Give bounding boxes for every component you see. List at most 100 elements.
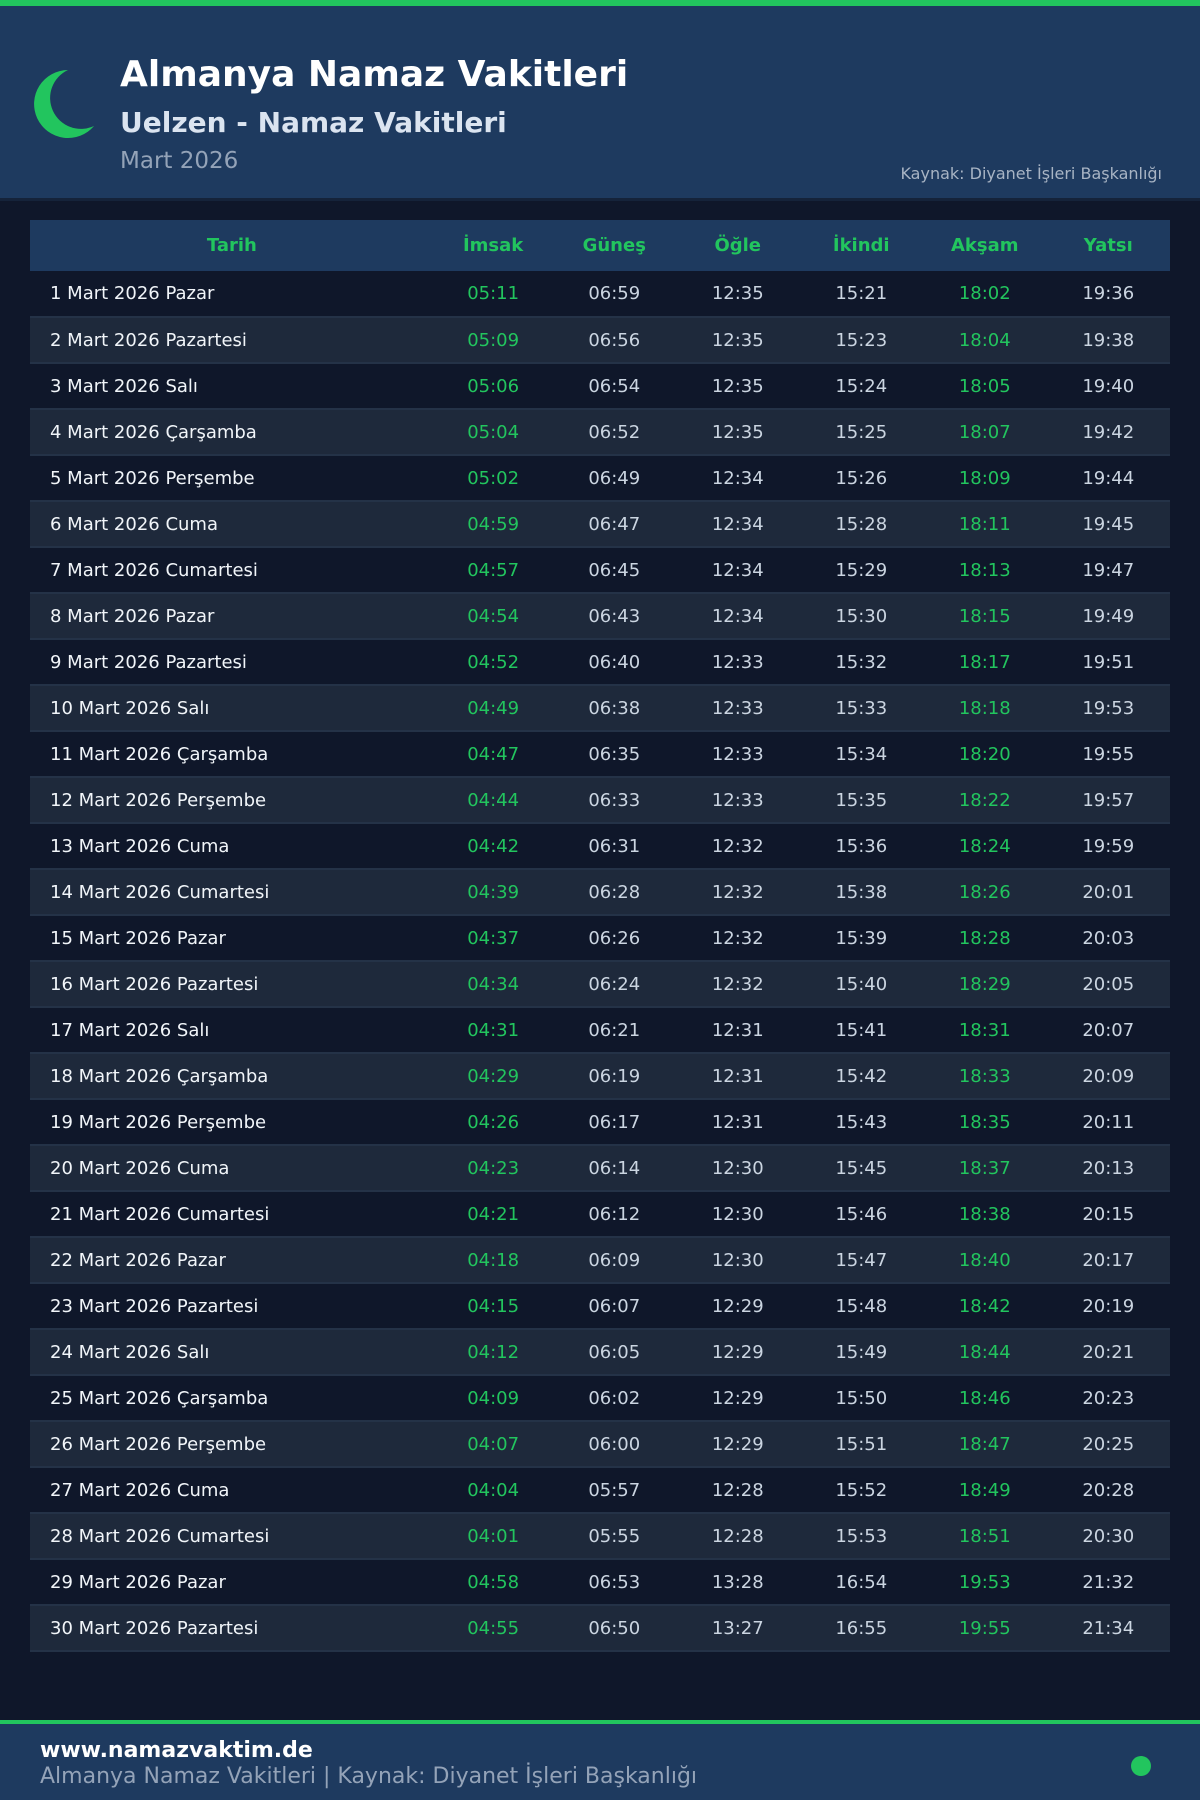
date-cell: 20 Mart 2026 Cuma xyxy=(50,1157,230,1179)
time-cell: 12:35 xyxy=(711,375,764,397)
time-cell: 12:33 xyxy=(711,697,764,719)
table-row: 3 Mart 2026 Salı 05:06 06:54 12:35 15:24 18:0… xyxy=(30,363,1170,409)
table-row: 30 Mart 2026 Pazartesi 04:55 06:50 13:27 16:… xyxy=(30,1605,1170,1651)
top-accent-bar xyxy=(0,0,1200,6)
date-cell: 23 Mart 2026 Pazartesi xyxy=(50,1295,259,1317)
time-cell: 05:06 xyxy=(467,375,520,397)
time-cell: 06:45 xyxy=(588,559,641,581)
time-cell: 12:35 xyxy=(711,421,764,443)
time-cell: 19:49 xyxy=(1082,605,1135,627)
table-row: 15 Mart 2026 Pazar 04:37 06:26 12:32 15:39 18… xyxy=(30,915,1170,961)
table-row: 20 Mart 2026 Cuma 04:23 06:14 12:30 15:45 18:… xyxy=(30,1145,1170,1191)
time-cell: 19:42 xyxy=(1082,421,1135,443)
time-cell: 05:55 xyxy=(588,1525,641,1547)
time-cell: 05:11 xyxy=(467,283,520,304)
time-cell: 13:28 xyxy=(711,1571,764,1593)
time-cell: 18:35 xyxy=(958,1111,1011,1133)
time-cell: 12:31 xyxy=(711,1019,764,1041)
table-row: 10 Mart 2026 Salı 04:49 06:38 12:33 15:33 18:… xyxy=(30,685,1170,731)
date-cell: 2 Mart 2026 Pazartesi xyxy=(50,329,247,351)
table-row: 11 Mart 2026 Çarşamba 04:47 06:35 12:33 15:3… xyxy=(30,731,1170,777)
time-cell: 04:01 xyxy=(467,1525,520,1547)
time-cell: 12:32 xyxy=(711,927,764,949)
time-cell: 06:35 xyxy=(588,743,641,765)
prayer-times-table: Tarih İmsak Güneş Öğle İkindi Akşam Yatsı 1 Ma… xyxy=(30,220,1170,1652)
date-cell: 18 Mart 2026 Çarşamba xyxy=(50,1065,269,1087)
time-cell: 20:25 xyxy=(1082,1433,1135,1455)
page-footer: www.namazvaktim.de Almanya Namaz Vakitle… xyxy=(0,1724,1200,1800)
time-cell: 18:18 xyxy=(958,697,1011,719)
time-cell: 06:17 xyxy=(588,1111,641,1133)
date-cell: 26 Mart 2026 Perşembe xyxy=(50,1433,267,1455)
time-cell: 20:19 xyxy=(1082,1295,1135,1317)
time-cell: 06:09 xyxy=(588,1249,641,1271)
time-cell: 12:34 xyxy=(711,467,764,489)
time-cell: 15:23 xyxy=(835,329,888,351)
time-cell: 19:57 xyxy=(1082,789,1135,811)
time-cell: 19:38 xyxy=(1082,329,1135,351)
time-cell: 16:55 xyxy=(835,1617,888,1639)
time-cell: 15:29 xyxy=(835,559,888,581)
time-cell: 04:18 xyxy=(467,1249,520,1271)
crescent-moon-icon xyxy=(34,70,94,138)
time-cell: 15:28 xyxy=(835,513,888,535)
time-cell: 18:47 xyxy=(958,1433,1011,1455)
time-cell: 15:43 xyxy=(835,1111,888,1133)
time-cell: 06:07 xyxy=(588,1295,641,1317)
time-cell: 18:42 xyxy=(958,1295,1011,1317)
time-cell: 18:09 xyxy=(958,467,1011,489)
time-cell: 12:29 xyxy=(711,1295,764,1317)
time-cell: 18:51 xyxy=(958,1525,1011,1547)
time-cell: 06:49 xyxy=(588,467,641,489)
table-row: 9 Mart 2026 Pazartesi 04:52 06:40 12:33 15:3… xyxy=(30,639,1170,685)
table-row: 21 Mart 2026 Cumartesi 04:21 06:12 12:30 15:… xyxy=(30,1191,1170,1237)
time-cell: 15:45 xyxy=(835,1157,888,1179)
date-cell: 25 Mart 2026 Çarşamba xyxy=(50,1387,269,1409)
time-cell: 18:38 xyxy=(958,1203,1011,1225)
table-row: 16 Mart 2026 Pazartesi 04:34 06:24 12:32 15:… xyxy=(30,961,1170,1007)
time-cell: 04:42 xyxy=(467,835,520,857)
time-cell: 19:55 xyxy=(958,1617,1011,1639)
time-cell: 04:55 xyxy=(467,1617,520,1639)
time-cell: 18:02 xyxy=(958,283,1011,304)
table-row: 24 Mart 2026 Salı 04:12 06:05 12:29 15:49 18:… xyxy=(30,1329,1170,1375)
time-cell: 06:33 xyxy=(588,789,641,811)
time-cell: 12:32 xyxy=(711,835,764,857)
time-cell: 15:47 xyxy=(835,1249,888,1271)
table-row: 19 Mart 2026 Perşembe 04:26 06:17 12:31 15:4… xyxy=(30,1099,1170,1145)
table-row: 18 Mart 2026 Çarşamba 04:29 06:19 12:31 15:4… xyxy=(30,1053,1170,1099)
time-cell: 20:11 xyxy=(1082,1111,1135,1133)
time-cell: 20:21 xyxy=(1082,1341,1135,1363)
time-cell: 12:34 xyxy=(711,605,764,627)
time-cell: 18:26 xyxy=(958,881,1011,903)
time-cell: 12:35 xyxy=(711,329,764,351)
time-cell: 18:11 xyxy=(958,513,1011,535)
footer-site-link[interactable]: www.namazvaktim.de xyxy=(40,1738,313,1763)
table-row: 13 Mart 2026 Cuma 04:42 06:31 12:32 15:36 18:… xyxy=(30,823,1170,869)
table-row: 12 Mart 2026 Perşembe 04:44 06:33 12:33 15:3… xyxy=(30,777,1170,823)
time-cell: 15:52 xyxy=(835,1479,888,1501)
column-header: Yatsı xyxy=(1083,235,1133,256)
time-cell: 15:51 xyxy=(835,1433,888,1455)
table-row: 28 Mart 2026 Cumartesi 04:01 05:55 12:28 15:… xyxy=(30,1513,1170,1559)
city-subtitle: Uelzen - Namaz Vakitleri xyxy=(120,106,507,139)
time-cell: 19:51 xyxy=(1082,651,1135,673)
time-cell: 21:34 xyxy=(1082,1617,1135,1639)
time-cell: 21:32 xyxy=(1082,1571,1135,1593)
time-cell: 12:33 xyxy=(711,651,764,673)
time-cell: 20:23 xyxy=(1082,1387,1135,1409)
table-row: 25 Mart 2026 Çarşamba 04:09 06:02 12:29 15:5… xyxy=(30,1375,1170,1421)
time-cell: 18:44 xyxy=(958,1341,1011,1363)
time-cell: 20:30 xyxy=(1082,1525,1135,1547)
time-cell: 20:03 xyxy=(1082,927,1135,949)
time-cell: 18:22 xyxy=(958,789,1011,811)
time-cell: 12:32 xyxy=(711,973,764,995)
date-cell: 15 Mart 2026 Pazar xyxy=(50,927,226,949)
time-cell: 18:05 xyxy=(958,375,1011,397)
time-cell: 12:31 xyxy=(711,1111,764,1133)
time-cell: 12:28 xyxy=(711,1525,764,1547)
time-cell: 06:56 xyxy=(588,329,641,351)
column-header: Tarih xyxy=(206,235,257,256)
table-row: 4 Mart 2026 Çarşamba 05:04 06:52 12:35 15:25… xyxy=(30,409,1170,455)
time-cell: 15:24 xyxy=(835,375,888,397)
